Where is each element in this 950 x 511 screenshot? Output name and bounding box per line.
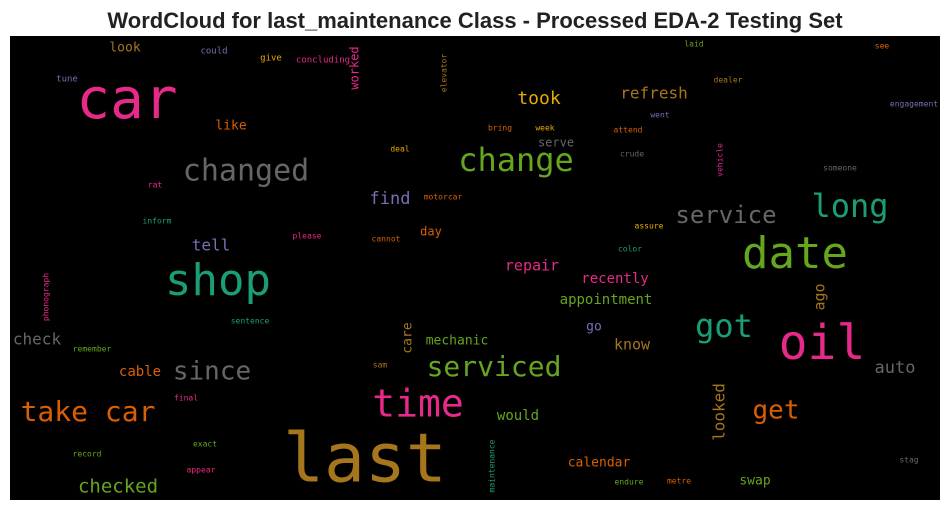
word: calendar [568, 456, 631, 471]
word: see [875, 42, 890, 51]
word: auto [875, 358, 916, 378]
word: color [618, 245, 642, 254]
word: time [372, 382, 464, 426]
word: metre [667, 477, 691, 486]
word: attend [614, 126, 643, 135]
word: find [370, 189, 411, 209]
word: get [753, 396, 800, 426]
word: tell [192, 236, 231, 255]
word: looked [710, 383, 729, 441]
word: final [174, 394, 198, 403]
word: deal [390, 145, 409, 154]
word: bring [488, 124, 512, 133]
word: check [13, 330, 62, 349]
word: oil [779, 315, 866, 371]
word: take car [21, 395, 156, 428]
word: care [401, 322, 416, 353]
word: crude [620, 150, 644, 159]
word: phonograph [42, 273, 51, 321]
word: endure [615, 478, 644, 487]
word: repair [505, 257, 559, 275]
word: shop [165, 255, 271, 306]
word: service [675, 201, 776, 229]
word: got [695, 307, 753, 345]
word: stag [899, 456, 918, 465]
word: look [109, 41, 140, 56]
word: sentence [231, 317, 270, 326]
title: WordCloud for last_maintenance Class - P… [107, 8, 843, 33]
word: cable [119, 364, 161, 380]
word: checked [78, 476, 158, 498]
word: someone [823, 164, 857, 173]
word: could [200, 47, 227, 57]
word: day [420, 225, 442, 239]
word: engagement [890, 100, 938, 109]
word: serve [538, 136, 574, 150]
word: sam [373, 361, 388, 370]
word: long [811, 187, 888, 225]
word: took [517, 88, 561, 109]
word: motorcar [424, 193, 463, 202]
word: cannot [372, 235, 401, 244]
word: inform [143, 217, 172, 226]
word: change [458, 141, 574, 179]
word: laid [684, 40, 703, 49]
word: remember [73, 345, 112, 354]
word: like [215, 119, 246, 134]
word: please [293, 232, 322, 241]
word: go [586, 320, 602, 335]
word: give [260, 54, 282, 64]
word: appear [187, 466, 216, 475]
word: exact [193, 440, 217, 449]
word: record [73, 450, 102, 459]
word: know [614, 336, 651, 354]
word: dealer [714, 76, 743, 85]
word: appointment [560, 292, 653, 308]
word: vehicle [716, 143, 725, 177]
word: assure [635, 222, 664, 231]
word: tune [56, 75, 78, 85]
word: mechanic [426, 334, 489, 349]
word: date [742, 228, 848, 279]
word: refresh [620, 84, 687, 103]
word: would [497, 408, 539, 424]
cloud-background [10, 36, 940, 500]
word: week [535, 124, 554, 133]
word: ago [811, 283, 829, 310]
word: car [76, 67, 177, 132]
word: concluding [296, 56, 350, 66]
word: worked [348, 46, 362, 89]
word: rat [148, 181, 163, 190]
word: last [283, 420, 447, 499]
word: since [173, 357, 251, 387]
word: swap [739, 474, 770, 489]
word: maintenance [488, 439, 497, 492]
word: changed [183, 154, 309, 189]
word: serviced [427, 350, 562, 383]
word: went [650, 111, 669, 120]
word: elevator [440, 54, 449, 93]
word: recently [581, 271, 648, 287]
